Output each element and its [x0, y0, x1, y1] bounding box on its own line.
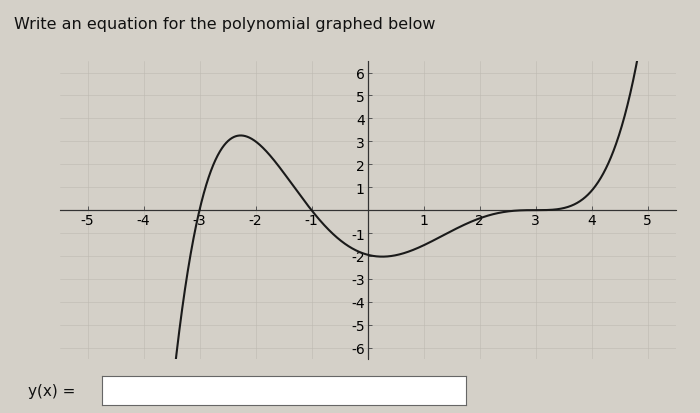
- Text: Write an equation for the polynomial graphed below: Write an equation for the polynomial gra…: [14, 17, 435, 31]
- Text: y(x) =: y(x) =: [28, 383, 76, 398]
